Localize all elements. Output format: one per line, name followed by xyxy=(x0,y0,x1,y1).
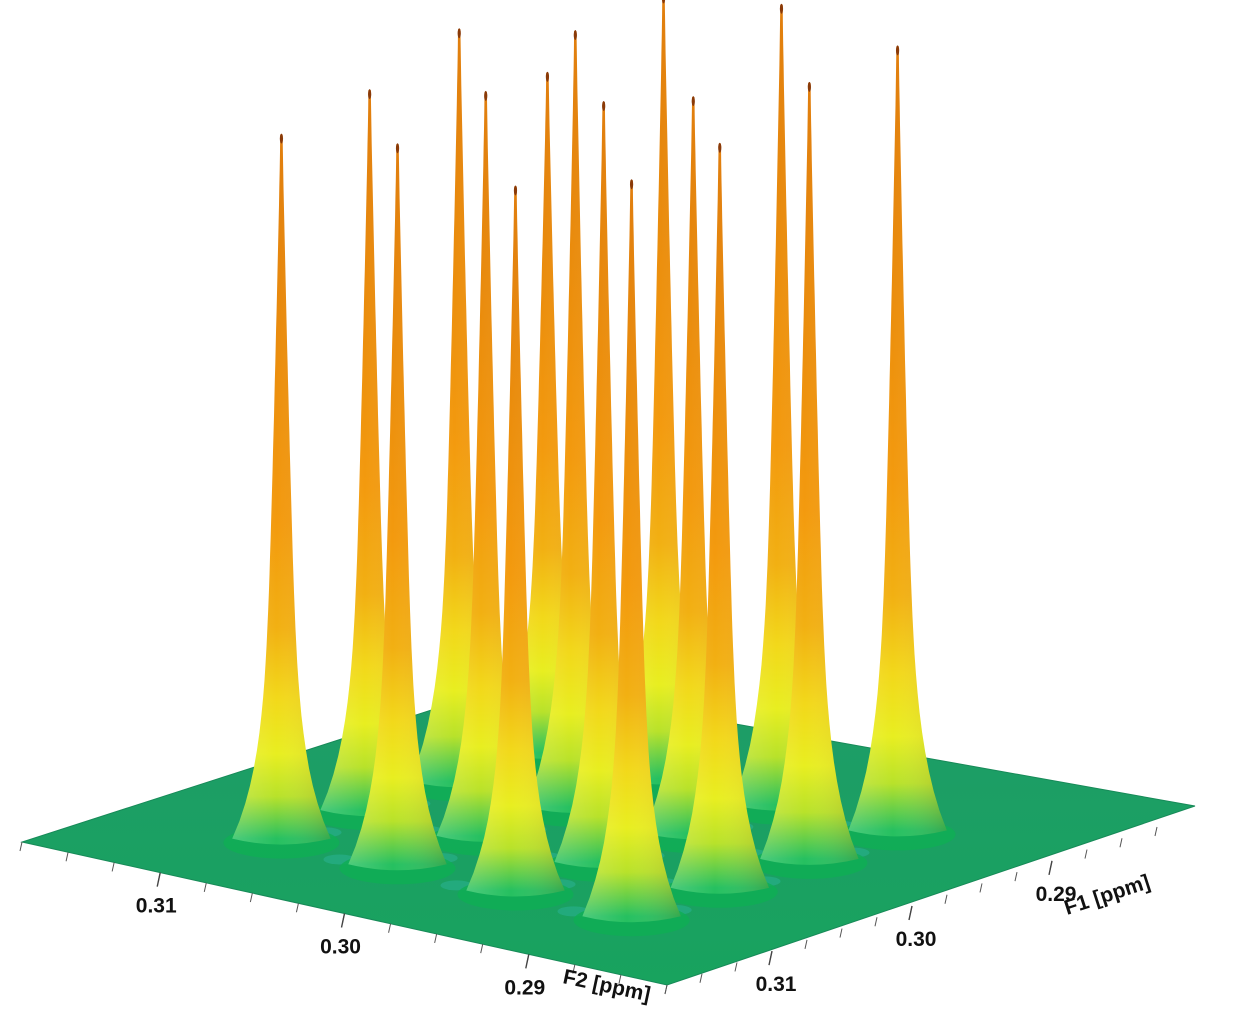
f1-tick-label: 0.31 xyxy=(756,973,797,996)
f2-tick-mark xyxy=(618,974,622,984)
peak xyxy=(839,45,956,851)
peak-shading xyxy=(614,0,713,785)
f2-tick-mark xyxy=(480,944,484,954)
peak-tip xyxy=(279,133,284,144)
peak-tip xyxy=(807,81,811,92)
peak xyxy=(573,179,690,937)
peak-tip xyxy=(779,3,784,14)
f1-tick-mark xyxy=(804,939,808,949)
peak xyxy=(223,133,340,859)
f1-major-tick xyxy=(908,905,913,921)
peak-tip xyxy=(661,0,666,4)
f1-tick-mark xyxy=(1154,826,1158,837)
f2-tick-mark xyxy=(203,882,207,892)
peak-tip xyxy=(573,29,577,40)
peak-shading xyxy=(848,46,947,837)
f2-tick-label: 0.31 xyxy=(136,895,177,918)
peaks-layer xyxy=(223,0,956,937)
f2-tick-mark xyxy=(388,923,392,933)
f1-tick-mark xyxy=(1014,872,1018,882)
f1-tick-label: 0.30 xyxy=(896,928,937,951)
f2-tick-label: 0.30 xyxy=(320,936,361,959)
f2-tick-mark xyxy=(111,862,115,872)
peak-shading xyxy=(644,97,743,840)
f1-tick-mark xyxy=(1119,838,1123,848)
peak-shading xyxy=(582,180,681,923)
peak-shading xyxy=(760,82,859,865)
peak xyxy=(339,143,456,885)
peak xyxy=(661,142,778,908)
f2-major-tick xyxy=(156,872,161,887)
f2-major-tick xyxy=(525,954,530,969)
f1-tick-mark xyxy=(874,917,878,927)
peak-shading xyxy=(232,134,331,845)
f2-tick-label: 0.29 xyxy=(504,976,545,999)
f1-tick-mark xyxy=(839,928,843,938)
f1-tick-mark xyxy=(734,962,738,972)
peak-shading xyxy=(466,186,565,897)
f2-tick-mark xyxy=(65,852,69,862)
peak-shading xyxy=(732,4,831,811)
peak-shading xyxy=(348,144,447,871)
f2-tick-mark xyxy=(434,933,438,944)
f1-axis-label: F1 [ppm] xyxy=(1061,870,1152,919)
f2-tick-mark xyxy=(572,964,576,974)
peak xyxy=(751,81,868,879)
axes-layer: 0.31 0.30 0.29 0.31 0.30 0.29 xyxy=(19,826,1158,999)
peak-tip xyxy=(484,90,488,101)
peak-shading xyxy=(554,102,653,869)
peak-tip xyxy=(691,96,695,107)
f1-tick-mark xyxy=(1084,849,1088,859)
peak-shading xyxy=(670,143,769,894)
peak-shading xyxy=(410,29,509,788)
f2-tick-mark xyxy=(19,841,23,852)
peak-tip xyxy=(629,179,634,190)
peak-tip xyxy=(395,143,400,154)
f1-tick-mark xyxy=(699,973,703,983)
peak-tip xyxy=(895,45,900,56)
f1-tick-mark xyxy=(664,984,668,995)
peak-shading xyxy=(498,72,597,759)
f2-tick-mark xyxy=(249,892,253,903)
peak-shading xyxy=(436,91,535,842)
peak-tip xyxy=(513,185,518,196)
f1-major-tick xyxy=(768,950,773,966)
f2-major-tick xyxy=(340,913,346,928)
peak-tip xyxy=(545,71,550,82)
peak xyxy=(457,185,574,911)
f1-major-tick xyxy=(1048,860,1053,876)
f1-tick-label: 0.29 xyxy=(1036,883,1077,906)
peak-tip xyxy=(457,28,461,39)
peak-shading xyxy=(526,31,625,813)
f1-tick-mark xyxy=(944,894,948,904)
peak-tip xyxy=(718,142,722,153)
peak-tip xyxy=(368,89,372,100)
f2-tick-mark xyxy=(295,903,299,913)
f1-tick-mark xyxy=(979,883,983,893)
peak-tip xyxy=(602,101,606,112)
peak-shading xyxy=(320,90,419,817)
